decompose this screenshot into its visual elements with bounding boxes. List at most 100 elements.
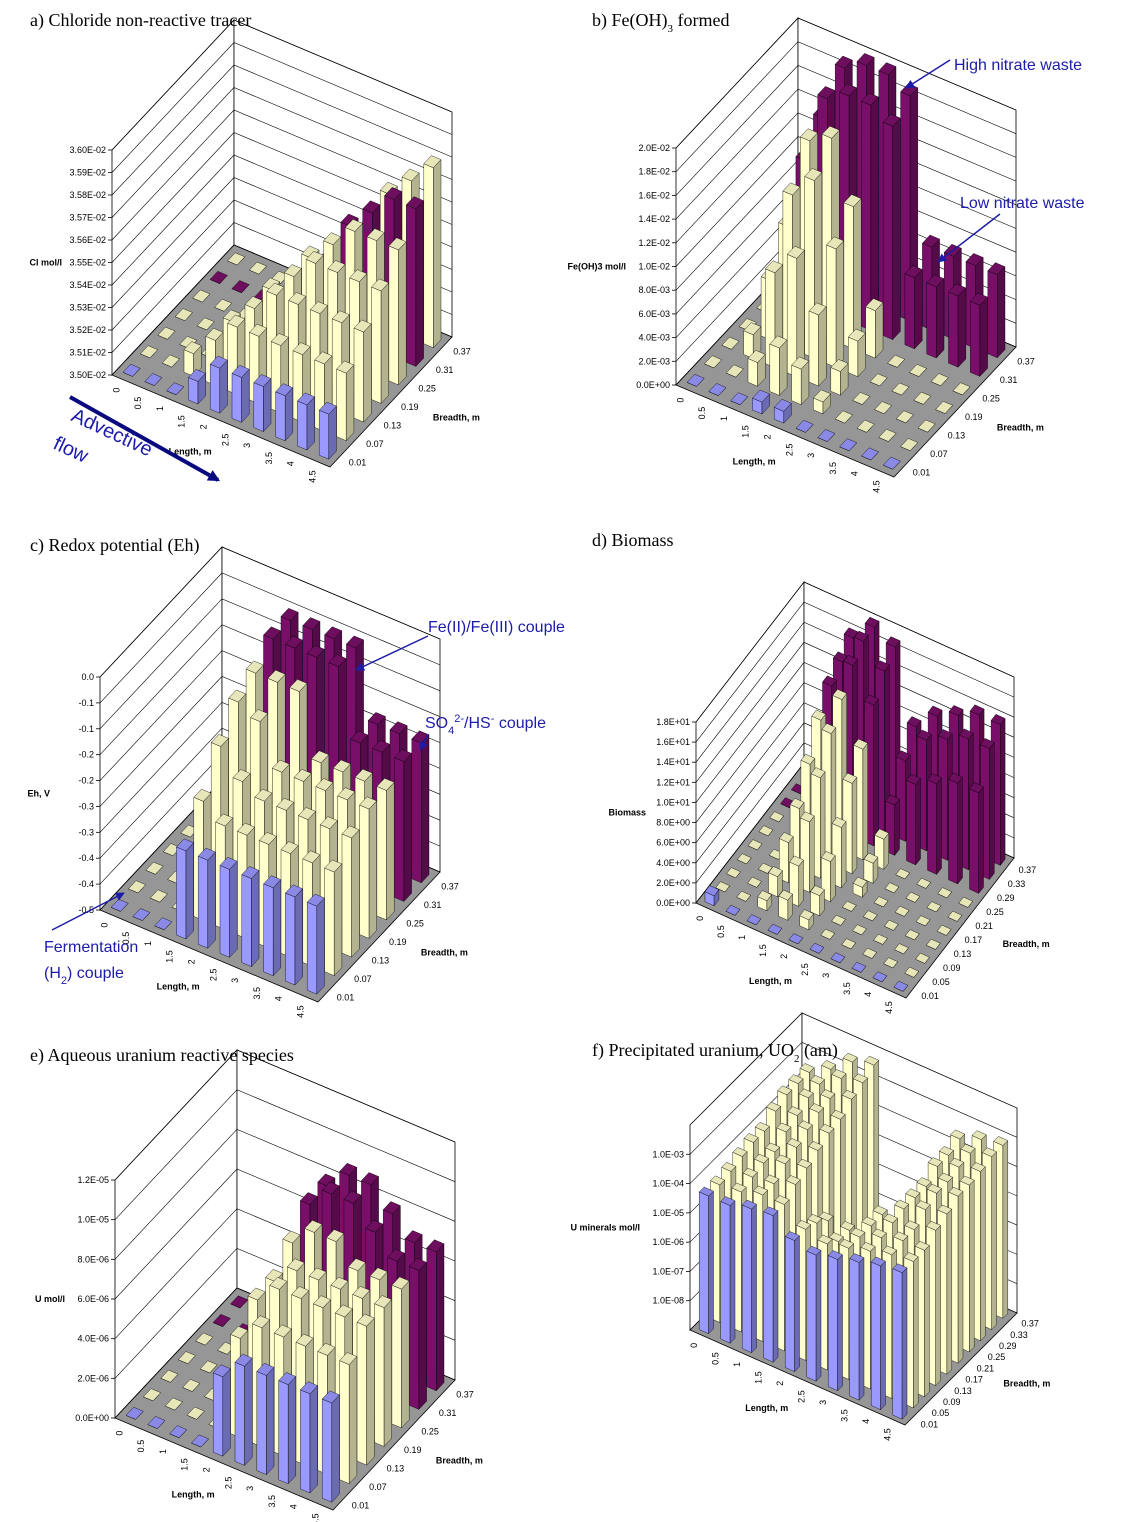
bar-side bbox=[366, 1317, 375, 1466]
bar-top bbox=[784, 1231, 800, 1241]
bar-front bbox=[787, 253, 797, 378]
x-tick-label: 3.5 bbox=[252, 987, 262, 1000]
bar-top bbox=[698, 1186, 714, 1197]
bar-top bbox=[244, 296, 263, 309]
x-tick-label: 0 bbox=[111, 388, 121, 393]
annotation-arrow bbox=[51, 892, 125, 931]
bar bbox=[769, 811, 785, 823]
bar-top bbox=[321, 1390, 340, 1404]
bar-top bbox=[197, 847, 216, 861]
y-tick-label: 3.57E-02 bbox=[69, 213, 106, 223]
bar-top bbox=[741, 1199, 757, 1210]
breadth-axis-title: Breadth, m bbox=[433, 413, 480, 423]
bar-top bbox=[324, 859, 343, 873]
bar-top bbox=[328, 654, 347, 667]
bar-top bbox=[882, 1245, 898, 1256]
bar-top bbox=[331, 310, 350, 324]
x-tick-label: 1.5 bbox=[180, 1458, 190, 1471]
bar-side bbox=[403, 752, 412, 902]
bar-side bbox=[229, 860, 238, 958]
annotation-arrow bbox=[905, 59, 951, 89]
bar-top bbox=[827, 1250, 843, 1260]
bar-top bbox=[828, 1232, 844, 1242]
breadth-tick-label: 0.33 bbox=[1010, 1330, 1028, 1340]
bar bbox=[192, 289, 211, 303]
bar-top bbox=[404, 1230, 423, 1244]
bar-top bbox=[894, 1199, 910, 1210]
bar-top bbox=[960, 1143, 976, 1154]
bar bbox=[795, 419, 814, 433]
bar-top bbox=[177, 1351, 196, 1364]
bar-top bbox=[958, 728, 974, 740]
bar-front bbox=[970, 300, 981, 377]
bar bbox=[757, 890, 773, 912]
bar-front bbox=[406, 204, 417, 367]
x-tick-label: 2.5 bbox=[223, 1477, 233, 1490]
y-tick-label: 0.0E+00 bbox=[656, 898, 690, 908]
bar-top bbox=[369, 1267, 388, 1281]
bar-side bbox=[288, 1375, 296, 1485]
bar-top bbox=[774, 1195, 790, 1205]
bar-side bbox=[809, 815, 815, 893]
bar bbox=[813, 389, 832, 415]
bar-side bbox=[980, 1166, 986, 1342]
bar-top bbox=[800, 753, 816, 765]
bar-top bbox=[958, 896, 974, 908]
bar-top bbox=[937, 887, 953, 899]
bar-top bbox=[820, 1089, 836, 1099]
bar-top bbox=[965, 253, 984, 266]
bar-top bbox=[276, 797, 295, 811]
bar-top bbox=[252, 1315, 271, 1329]
bar-front bbox=[307, 901, 317, 995]
chart-panel: -0.5 -0.4 -0.4 -0.3 -0.3 -0.2 -0.2 -0.1 -0.1 0.0 E… bbox=[27, 545, 468, 1018]
bar-top bbox=[872, 1205, 888, 1216]
bar-side bbox=[851, 776, 858, 875]
bar-top bbox=[841, 1089, 857, 1100]
x-axis-title: Length, m bbox=[169, 446, 212, 456]
x-axis-title: Length, m bbox=[733, 456, 776, 466]
bar-top bbox=[789, 797, 805, 809]
bar bbox=[852, 924, 867, 936]
bar bbox=[227, 252, 246, 266]
bar-top bbox=[789, 855, 804, 867]
bar-top bbox=[302, 617, 321, 630]
bar-top bbox=[925, 1221, 941, 1231]
breadth-tick-label: 0.13 bbox=[948, 431, 966, 441]
bar bbox=[935, 401, 954, 414]
bar bbox=[423, 155, 442, 349]
bar bbox=[721, 336, 740, 350]
bar-front bbox=[394, 757, 405, 902]
y-tick-label: 1.8E+01 bbox=[656, 717, 690, 727]
bar-top bbox=[297, 392, 315, 406]
y-tick-label: -0.3 bbox=[78, 801, 94, 811]
bar-side bbox=[368, 800, 377, 940]
bar-top bbox=[860, 1242, 876, 1252]
breadth-tick-label: 0.25 bbox=[421, 1426, 439, 1436]
bar-top bbox=[327, 260, 346, 273]
bar-front bbox=[300, 1389, 311, 1494]
bar-top bbox=[778, 889, 794, 901]
bar bbox=[763, 1206, 779, 1363]
bar bbox=[839, 438, 858, 452]
bar-side bbox=[346, 364, 355, 442]
bar-top bbox=[894, 943, 909, 955]
bar bbox=[212, 1364, 231, 1457]
bar-top bbox=[231, 364, 250, 378]
y-tick-label: 3.55E-02 bbox=[69, 258, 106, 268]
bar bbox=[799, 909, 815, 931]
x-tick-label: 2.5 bbox=[220, 434, 230, 447]
annotation-arrow bbox=[355, 635, 429, 671]
bar bbox=[715, 881, 731, 893]
bar-top bbox=[810, 767, 826, 779]
bar-top bbox=[285, 884, 303, 898]
bar bbox=[393, 749, 412, 902]
bar-top bbox=[270, 333, 289, 346]
bar bbox=[110, 898, 129, 912]
bar bbox=[927, 773, 942, 875]
breadth-tick-label: 0.21 bbox=[977, 1363, 995, 1373]
y-tick-label: 1.0E-05 bbox=[77, 1215, 109, 1225]
bar-side bbox=[415, 200, 424, 367]
x-tick-label: 4.5 bbox=[883, 1428, 893, 1441]
bar-top bbox=[253, 374, 272, 387]
